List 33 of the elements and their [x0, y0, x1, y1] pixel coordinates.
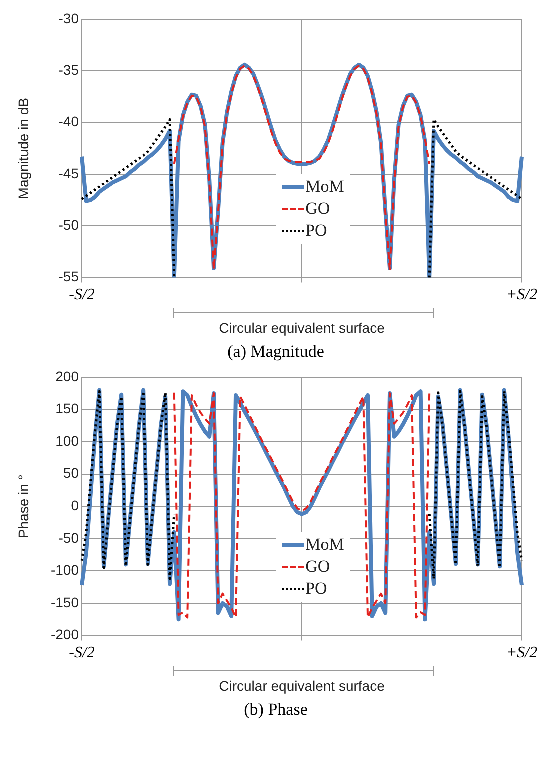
y-tick-label: -45 [58, 165, 80, 182]
x-tick-label: -S/2 [69, 644, 95, 662]
y-tick-label: 50 [63, 465, 80, 482]
y-tick-label: -35 [58, 62, 80, 78]
y-tick-label: -50 [58, 216, 80, 233]
y-tick-label: -55 [58, 268, 80, 285]
y-tick-label: 150 [56, 400, 80, 417]
legend-label: PO [306, 221, 328, 242]
y-tick-label: -30 [58, 10, 80, 26]
line-series [173, 392, 431, 619]
y-tick-label: -200 [50, 626, 80, 643]
legend-label: PO [306, 579, 328, 600]
x-tick-label: -S/2 [69, 286, 95, 304]
x-tick-label: +S/2 [506, 644, 538, 662]
y-tick-label: -100 [50, 562, 80, 578]
legend-label: MoM [306, 535, 344, 556]
y-tick-label: 200 [56, 368, 80, 384]
y-tick-label: 0 [71, 497, 80, 514]
line-series [173, 64, 431, 271]
text: Circular equivalent surface [218, 320, 386, 336]
legend-label: GO [306, 199, 330, 220]
y-axis-title: Phase in ° [15, 474, 32, 539]
legend-label: GO [306, 557, 330, 578]
text: (b) Phase [243, 700, 309, 721]
x-tick-label: +S/2 [506, 286, 538, 304]
legend-label: MoM [306, 177, 344, 198]
y-tick-label: 100 [56, 432, 80, 449]
text: Circular equivalent surface [218, 678, 386, 694]
y-tick-label: -150 [50, 594, 80, 610]
y-tick-label: -50 [58, 530, 80, 546]
y-tick-label: -40 [58, 114, 80, 130]
y-axis-title: Magnitude in dB [15, 98, 32, 200]
text: (a) Magnitude [226, 342, 326, 363]
